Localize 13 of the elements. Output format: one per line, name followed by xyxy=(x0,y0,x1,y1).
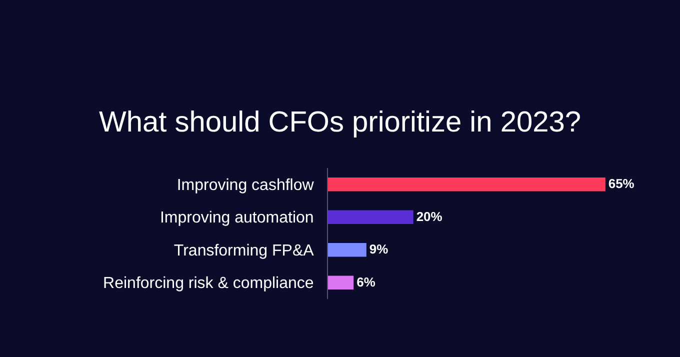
data-label: 6% xyxy=(356,274,376,290)
y-tick-label: Transforming FP&A xyxy=(174,242,314,260)
bar xyxy=(328,178,606,192)
bar xyxy=(328,276,354,290)
data-label: 20% xyxy=(416,208,443,224)
y-tick-label: Improving automation xyxy=(160,210,314,227)
bar xyxy=(328,243,366,257)
data-label: 65% xyxy=(608,176,635,192)
data-label: 9% xyxy=(369,242,389,257)
chart-title: What should CFOs prioritize in 2023? xyxy=(99,106,581,139)
y-tick-label: Reinforcing risk & compliance xyxy=(103,275,314,292)
y-tick-label: Improving cashflow xyxy=(176,176,314,194)
bar xyxy=(328,210,414,224)
